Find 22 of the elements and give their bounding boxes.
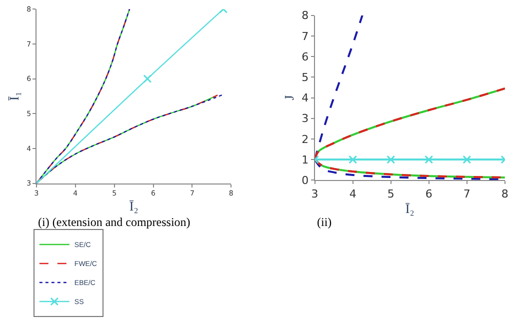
y-tick-label: 3 bbox=[302, 112, 309, 126]
x-tick-label: 4 bbox=[349, 187, 356, 200]
x-tick-label: 3 bbox=[311, 187, 318, 200]
y-axis-title: Ī₁ bbox=[6, 92, 22, 101]
x-tick-label: 8 bbox=[501, 187, 508, 200]
y-tick-label: 6 bbox=[302, 50, 309, 64]
y-axis-title: J bbox=[282, 95, 297, 100]
point bbox=[143, 74, 152, 84]
y-tick-label: 1 bbox=[302, 153, 309, 166]
y-tick-label: 4 bbox=[302, 92, 309, 105]
y-tick-label: 7 bbox=[302, 30, 309, 43]
x-tick-label: 7 bbox=[463, 187, 470, 200]
text: (i) (extension and compression) bbox=[38, 215, 190, 229]
x-axis-title: Ī₂ bbox=[129, 198, 138, 214]
text: (ii) bbox=[317, 215, 332, 229]
y-tick-label: 5 bbox=[302, 70, 309, 84]
y-tick-label: 2 bbox=[302, 132, 309, 146]
y-tick-label: 0 bbox=[302, 174, 309, 188]
x-tick-label: 5 bbox=[387, 187, 394, 200]
y-tick-label: 8 bbox=[302, 9, 309, 22]
x-axis-title: Ī₂ bbox=[405, 200, 414, 216]
x-tick-label: 6 bbox=[425, 187, 432, 200]
